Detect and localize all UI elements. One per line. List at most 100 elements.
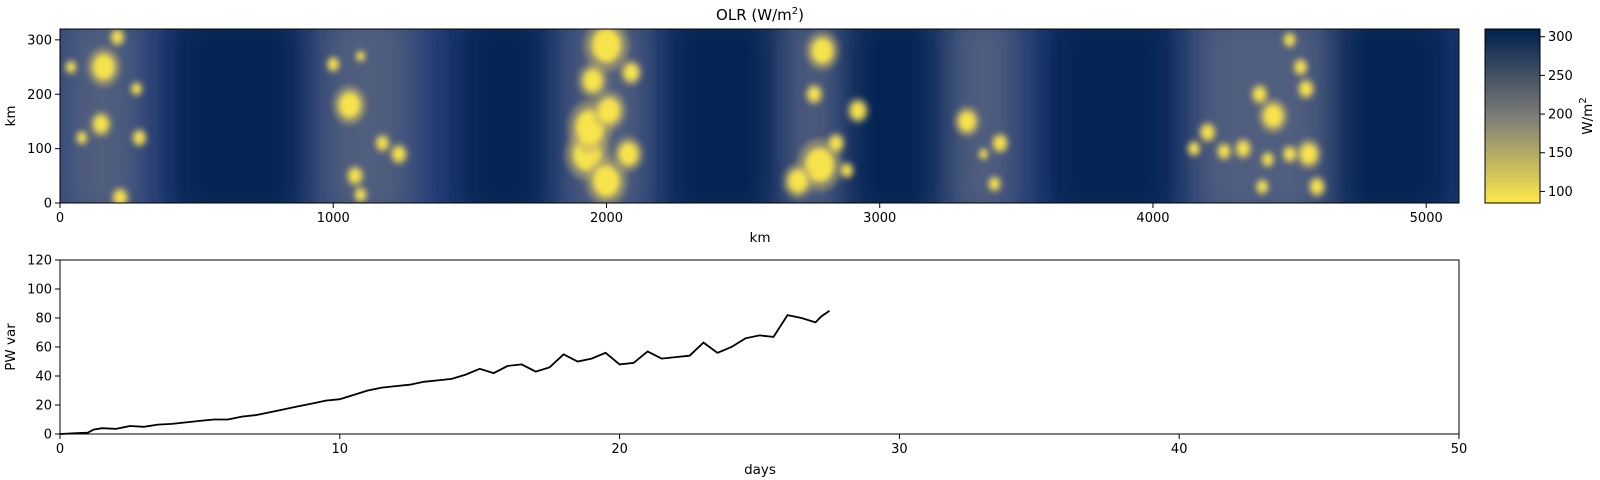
colorbar-tick-label: 300 — [1548, 30, 1573, 45]
convective-cell-41 — [1218, 145, 1230, 158]
convective-cell-26 — [829, 136, 843, 151]
convective-cell-33 — [979, 149, 988, 159]
heatmap-y-tick-label: 200 — [27, 88, 52, 103]
line-x-tick-label: 50 — [1451, 442, 1468, 457]
heatmap-y-tick-label: 0 — [44, 197, 52, 212]
convective-cell-28 — [808, 87, 821, 102]
convective-cell-24 — [805, 147, 835, 182]
line-x-ticks: 0 10 20 30 40 50 — [56, 434, 1467, 457]
clear-band-4 — [1043, 29, 1181, 203]
line-y-tick-label: 20 — [35, 399, 52, 414]
convective-cell-16 — [593, 165, 620, 197]
line-y-tick-label: 120 — [27, 254, 52, 269]
convective-cell-23 — [811, 37, 834, 64]
line-x-tick-label: 0 — [56, 442, 64, 457]
convective-cells — [64, 29, 1327, 203]
convective-cell-9 — [349, 168, 362, 183]
convective-cell-3 — [93, 115, 109, 133]
convective-band-1 — [319, 29, 416, 203]
heatmap-x-tick-label: 1000 — [317, 211, 350, 226]
colorbar: 100 150 200 250 300 W/m2 — [1484, 28, 1596, 204]
convective-cell-46 — [1201, 125, 1214, 140]
clear-band-5 — [1330, 29, 1454, 203]
convective-cell-38 — [1299, 81, 1312, 96]
convective-cell-29 — [842, 164, 852, 177]
heatmap-y-ticks: 0 100 200 300 — [27, 33, 60, 212]
heatmap-field — [60, 29, 1459, 203]
convective-cell-0 — [112, 30, 123, 44]
convective-cell-12 — [338, 92, 361, 118]
convective-cell-6 — [66, 61, 76, 73]
colorbar-ticks: 100 150 200 250 300 — [1540, 30, 1573, 200]
line-y-tick-label: 40 — [35, 370, 52, 385]
heatmap-x-label: km — [750, 230, 771, 246]
clear-band-1 — [456, 29, 552, 203]
convective-cell-34 — [1263, 104, 1283, 128]
convective-cell-30 — [993, 136, 1006, 151]
colorbar-tick-label: 150 — [1548, 146, 1573, 161]
colorbar-gradient — [1484, 28, 1541, 204]
clear-band-0 — [169, 29, 306, 203]
convective-cell-8 — [328, 58, 339, 71]
convective-cell-42 — [1257, 181, 1268, 193]
convective-cell-18 — [598, 97, 621, 124]
heatmap-frame — [59, 28, 1460, 204]
heatmap-x-tick-label: 5000 — [1410, 211, 1443, 226]
heatmap-y-label: km — [3, 106, 19, 127]
line-y-tick-label: 80 — [35, 312, 52, 327]
convective-cell-47 — [1189, 142, 1199, 155]
convective-cell-5 — [77, 132, 87, 143]
heatmap-x-ticks: 0 1000 2000 3000 4000 5000 — [56, 203, 1443, 226]
convective-cell-37 — [1262, 153, 1273, 166]
convective-cell-13 — [356, 51, 365, 61]
line-x-tick-label: 30 — [891, 442, 908, 457]
convective-cell-2 — [132, 83, 141, 94]
heatmap-x-tick-label: 3000 — [863, 211, 896, 226]
line-y-tick-label: 60 — [35, 341, 52, 356]
convective-cell-22 — [623, 63, 639, 82]
convective-cell-36 — [1284, 147, 1295, 161]
heatmap-x-tick-label: 0 — [56, 211, 64, 226]
heatmap-panel: OLR (W/m2) 0 1000 2000 3000 4000 5000 0 100 200… — [3, 6, 1460, 246]
convective-cell-43 — [1253, 87, 1266, 102]
convective-cell-44 — [1284, 34, 1295, 46]
convective-cell-4 — [133, 131, 145, 145]
line-x-tick-label: 10 — [332, 442, 349, 457]
convective-cell-1 — [92, 54, 115, 80]
line-plot-frame — [59, 259, 1460, 435]
line-y-label: PW var — [3, 323, 19, 371]
line-x-tick-label: 20 — [611, 442, 628, 457]
convective-cell-35 — [1300, 144, 1318, 165]
line-y-tick-label: 100 — [27, 283, 52, 298]
convective-cell-39 — [1295, 60, 1306, 74]
heatmap-y-tick-label: 300 — [27, 33, 52, 48]
heatmap-title: OLR (W/m2) — [716, 6, 804, 24]
heatmap-y-tick-label: 100 — [27, 142, 52, 157]
convective-cell-40 — [1237, 141, 1250, 156]
colorbar-tick-label: 200 — [1548, 108, 1573, 123]
line-y-tick-label: 0 — [44, 428, 52, 443]
convective-cell-32 — [989, 178, 1000, 190]
convective-cell-14 — [392, 146, 405, 162]
line-x-tick-label: 40 — [1171, 442, 1188, 457]
convective-cell-11 — [377, 136, 388, 150]
colorbar-tick-label: 100 — [1548, 185, 1573, 200]
clear-band-2 — [661, 29, 785, 203]
convective-cell-45 — [1310, 179, 1323, 194]
convective-cell-20 — [583, 69, 603, 93]
line-y-ticks: 0 20 40 60 80 100 120 — [27, 254, 60, 443]
heatmap-x-tick-label: 4000 — [1136, 211, 1169, 226]
line-panel: 0 10 20 30 40 50 0 20 40 60 80 100 120 days PW var — [3, 254, 1467, 479]
line-x-label: days — [744, 462, 776, 478]
colorbar-tick-label: 250 — [1548, 69, 1573, 84]
convective-cell-25 — [788, 169, 808, 193]
convective-cell-19 — [592, 29, 621, 63]
convective-cell-7 — [114, 190, 127, 203]
convective-cell-31 — [958, 111, 976, 132]
colorbar-label: W/m2 — [1578, 97, 1596, 134]
convective-cell-10 — [355, 189, 366, 201]
pw-var-series-line — [59, 310, 831, 435]
convective-cell-27 — [850, 102, 866, 120]
heatmap-x-tick-label: 2000 — [590, 211, 623, 226]
